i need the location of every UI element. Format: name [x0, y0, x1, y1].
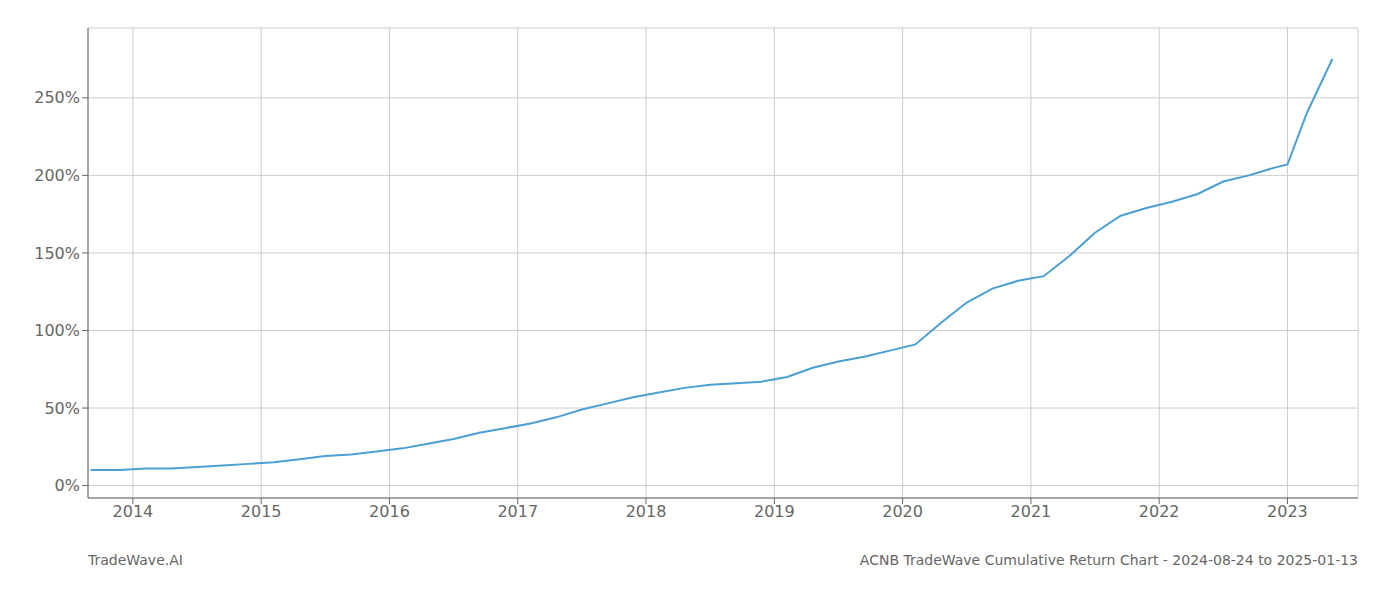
- svg-text:2015: 2015: [241, 502, 282, 521]
- svg-text:2016: 2016: [369, 502, 410, 521]
- svg-text:2023: 2023: [1267, 502, 1308, 521]
- svg-text:2021: 2021: [1011, 502, 1052, 521]
- svg-text:50%: 50%: [44, 399, 80, 418]
- svg-text:2019: 2019: [754, 502, 795, 521]
- svg-text:2018: 2018: [626, 502, 667, 521]
- html-text:TradeWave.AI: TradeWave.AI: [88, 552, 183, 568]
- html-text:ACNB TradeWave Cumulative Retu: ACNB TradeWave Cumulative Return Chart -…: [859, 552, 1358, 568]
- svg-text:200%: 200%: [34, 166, 80, 185]
- svg-text:2017: 2017: [497, 502, 538, 521]
- svg-text:2022: 2022: [1139, 502, 1180, 521]
- svg-text:2014: 2014: [113, 502, 154, 521]
- svg-text:150%: 150%: [34, 244, 80, 263]
- svg-text:100%: 100%: [34, 321, 80, 340]
- svg-text:2020: 2020: [882, 502, 923, 521]
- svg-text:0%: 0%: [55, 476, 80, 495]
- svg-text:250%: 250%: [34, 88, 80, 107]
